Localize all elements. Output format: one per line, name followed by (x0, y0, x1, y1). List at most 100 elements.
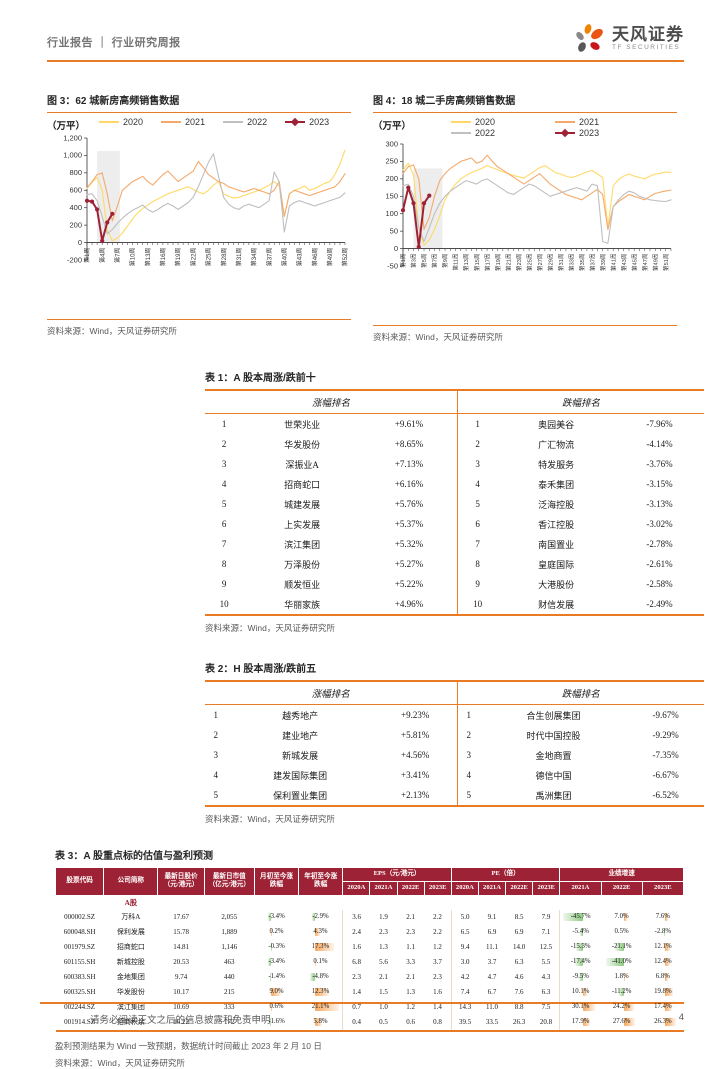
legend-label: 2023 (309, 117, 329, 127)
x-tick-label: 第13周 (462, 254, 470, 271)
bar-value: 27.6% (602, 1017, 641, 1027)
legend-swatch-2022 (223, 119, 243, 125)
legend-item-2023: 2023 (555, 128, 599, 138)
x-tick-label: 第19周 (494, 254, 502, 271)
gainer-rank: 4 (205, 474, 243, 494)
x-tick-label: 第11周 (452, 254, 460, 271)
x-tick-label: 第21周 (504, 254, 512, 271)
bar-value: -0.3% (255, 942, 297, 952)
loser-name: 大港股份 (497, 574, 615, 594)
eps-value: 5.6 (370, 955, 397, 970)
rank-table-head: 涨幅排名跌幅排名 (205, 681, 704, 705)
table2-title: 表 2：H 股本周涨/跌前五 (205, 660, 704, 675)
stock-code: 001979.SZ (56, 940, 104, 955)
gainer-pct: +5.37% (361, 514, 458, 534)
gainer-rank: 1 (205, 705, 227, 726)
y-axis-unit-label: （万平） (373, 117, 411, 132)
loser-pct: -7.96% (615, 414, 704, 435)
x-tick-label: 第28周 (220, 248, 228, 267)
bar-value: 12.4% (643, 957, 682, 967)
legend-item-2021: 2021 (161, 117, 205, 127)
company-name: 金地集团 (104, 970, 158, 985)
year-header: 2020A (451, 881, 478, 895)
figure-source: 资料来源：Wind，天风证券研究所 (47, 319, 351, 337)
new-home-sales-chart: -20002004006008001,0001,200第1周第4周第7周第10周… (47, 132, 351, 310)
x-tick-label: 第1周 (83, 248, 91, 263)
bar-wrap: 7.0% (602, 912, 641, 922)
x-tick-label: 第33周 (567, 254, 575, 271)
growth-value: -2.8% (642, 925, 683, 940)
bar-wrap: 17.4% (643, 1002, 682, 1012)
pe-value: 5.5 (533, 955, 560, 970)
eps-value: 2.4 (343, 925, 370, 940)
valuation-forecast-section: 表 3：A 股重点标的估值与盈利预测 股票代码公司简称最新日股价 （元/港元）最… (55, 847, 684, 1069)
bar-wrap: -9.5% (561, 972, 600, 982)
y-tick-label: 100 (385, 209, 398, 218)
x-tick-label: 第41周 (609, 254, 617, 271)
x-tick-label: 第37周 (265, 248, 273, 267)
mtd-change: -0.3% (254, 940, 298, 955)
gainer-pct: +4.56% (374, 745, 457, 765)
ytd-change: -2.9% (299, 910, 343, 925)
eps-value: 2.1 (397, 910, 424, 925)
table3-title: 表 3：A 股重点标的估值与盈利预测 (55, 847, 684, 862)
bar-value: -2.9% (300, 912, 342, 922)
loser-name: 时代中国控股 (480, 725, 627, 745)
bar-value: 12.1% (643, 942, 682, 952)
y-tick-label: 1,200 (63, 133, 82, 142)
eps-value: 2.2 (424, 910, 451, 925)
market-cap: 215 (204, 985, 254, 1000)
legend-item-2021: 2021 (555, 117, 599, 127)
growth-value: -11.2% (601, 985, 642, 1000)
pe-value: 7.4 (451, 985, 478, 1000)
ytd-change: 5.8% (299, 1015, 343, 1031)
y-axis-unit-label: （万平） (47, 117, 85, 132)
bar-value: -2.8% (643, 927, 682, 937)
pe-value: 12.5 (533, 940, 560, 955)
mtd-change: 9.0% (254, 985, 298, 1000)
pe-value: 11.1 (478, 940, 505, 955)
series-marker-2023 (401, 208, 405, 212)
stock-code: 600048.SH (56, 925, 104, 940)
year-header: 2022E (397, 881, 424, 895)
loser-pct: -3.02% (615, 514, 704, 534)
company-name: 招商蛇口 (104, 940, 158, 955)
loser-pct: -3.15% (615, 474, 704, 494)
stock-code: 000002.SZ (56, 910, 104, 925)
brand-text: 天风证券 TF SECURITIES (612, 26, 684, 52)
x-tick-label: 第16周 (159, 248, 167, 267)
legend-label: 2023 (579, 128, 599, 138)
y-tick-label: 300 (385, 139, 398, 148)
gainer-name: 华丽家族 (243, 594, 361, 615)
eps-value: 2.1 (370, 970, 397, 985)
bar-value: -41.0% (602, 957, 641, 967)
y-tick-label: 250 (385, 157, 398, 166)
bar-value: 6.8% (643, 972, 682, 982)
latest-price: 10.17 (158, 985, 204, 1000)
loser-name: 泛海控股 (497, 494, 615, 514)
pe-value: 5.0 (451, 910, 478, 925)
legend-label: 2021 (185, 117, 205, 127)
eps-value: 1.3 (397, 985, 424, 1000)
x-tick-label: 第25周 (525, 254, 533, 271)
mtd-change: -3.4% (254, 910, 298, 925)
y-tick-label: 600 (69, 186, 82, 195)
loser-rank: 7 (458, 534, 498, 554)
bar-wrap: -15.3% (561, 942, 600, 952)
bar-value: -5.4% (561, 927, 600, 937)
x-tick-label: 第7周 (114, 248, 122, 263)
eps-value: 1.2 (424, 940, 451, 955)
growth-value: -15.3% (560, 940, 601, 955)
ytd-change: 0.1% (299, 955, 343, 970)
gainer-rank: 1 (205, 414, 243, 435)
gainer-name: 顺发恒业 (243, 574, 361, 594)
figure-source: 资料来源：Wind，天风证券研究所 (373, 325, 677, 343)
bar-value: -15.3% (561, 942, 600, 952)
bar-value: -9.5% (561, 972, 600, 982)
bar-value: 30.1% (561, 1002, 600, 1012)
series-line-2022 (403, 179, 671, 243)
gainer-name: 招商蛇口 (243, 474, 361, 494)
